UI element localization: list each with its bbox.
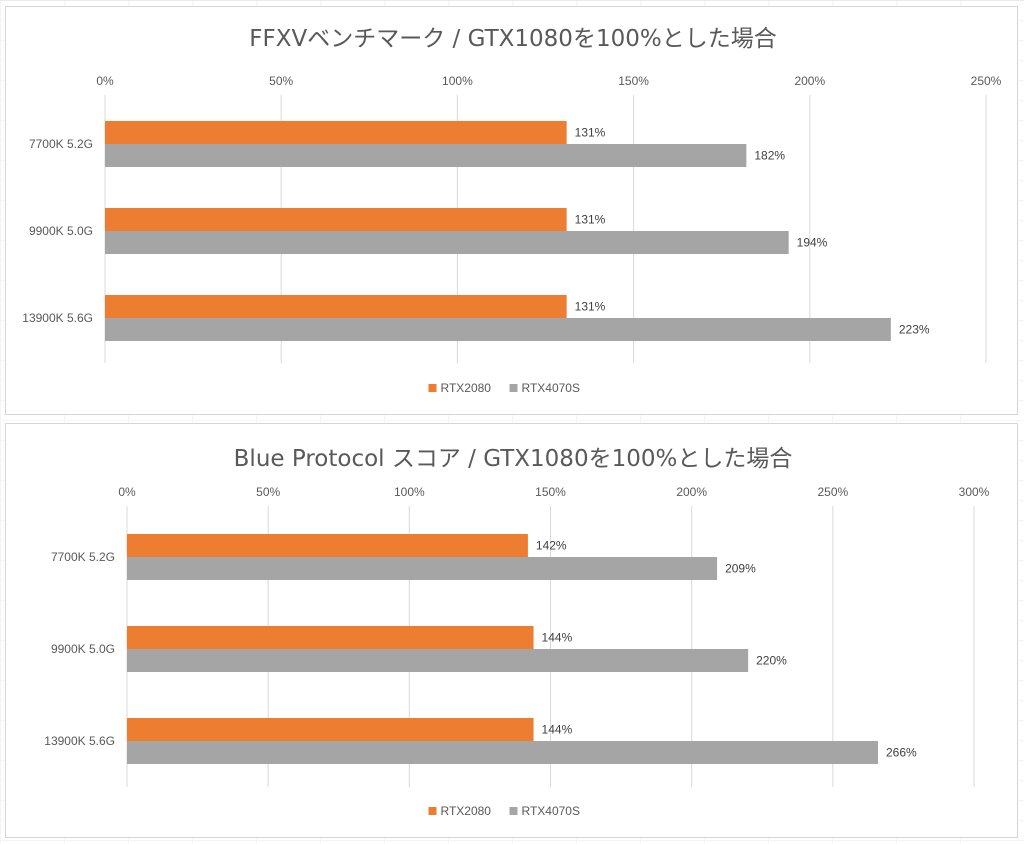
- data-label: 131%: [575, 300, 606, 314]
- bar-rtx4070s-3: [127, 741, 879, 764]
- bar-rtx4070s-2: [127, 649, 749, 672]
- x-tick-label: 150%: [618, 74, 649, 88]
- x-tick-label: 50%: [256, 485, 280, 499]
- data-label: 131%: [575, 126, 606, 140]
- x-tick-label: 50%: [269, 74, 293, 88]
- legend-label-rtx4070s: RTX4070S: [522, 381, 580, 395]
- bar-rtx4070s-1: [105, 144, 747, 167]
- x-tick-label: 0%: [118, 485, 136, 499]
- bar-rtx2080-1: [105, 121, 567, 144]
- legend-label-rtx2080: RTX2080: [441, 804, 492, 818]
- x-tick-label: 200%: [676, 485, 707, 499]
- category-label: 7700K 5.2G: [29, 137, 93, 151]
- blue-protocol-chart-svg: Blue Protocol スコア / GTX1080を100%とした場合 0%…: [44, 446, 990, 818]
- x-tick-label: 150%: [535, 485, 566, 499]
- data-label: 144%: [542, 631, 573, 645]
- data-label: 220%: [756, 654, 787, 668]
- legend-label-rtx2080: RTX2080: [441, 381, 492, 395]
- blue-protocol-chart-panel[interactable]: Blue Protocol スコア / GTX1080を100%とした場合 0%…: [5, 423, 1018, 838]
- x-tick-label: 100%: [442, 74, 473, 88]
- data-label: 266%: [886, 746, 917, 760]
- legend-swatch-rtx4070s: [509, 807, 518, 815]
- ffxv-chart-svg: FFXVベンチマーク / GTX1080を100%とした場合 0% 50% 100%…: [22, 26, 1002, 395]
- ffxv-chart-panel[interactable]: FFXVベンチマーク / GTX1080を100%とした場合 0% 50% 100%…: [5, 6, 1018, 415]
- bar-rtx2080-3: [105, 295, 567, 318]
- category-label: 7700K 5.2G: [51, 550, 115, 564]
- x-tick-label: 0%: [96, 74, 114, 88]
- category-label: 9900K 5.0G: [29, 224, 93, 238]
- bar-rtx4070s-3: [105, 318, 891, 341]
- bar-rtx2080-3: [127, 718, 534, 741]
- data-label: 182%: [754, 149, 785, 163]
- data-label: 194%: [797, 236, 828, 250]
- chart-title: FFXVベンチマーク / GTX1080を100%とした場合: [249, 26, 776, 52]
- x-tick-label: 200%: [794, 74, 825, 88]
- bar-rtx4070s-2: [105, 231, 789, 254]
- legend-swatch-rtx4070s: [509, 384, 518, 392]
- category-label: 13900K 5.6G: [44, 734, 115, 748]
- data-label: 209%: [725, 562, 756, 576]
- bar-rtx2080-2: [127, 626, 534, 649]
- bar-rtx2080-1: [127, 534, 528, 557]
- bar-rtx2080-2: [105, 208, 567, 231]
- bar-rtx4070s-1: [127, 557, 718, 580]
- data-label: 131%: [575, 213, 606, 227]
- x-tick-label: 250%: [817, 485, 848, 499]
- chart-title: Blue Protocol スコア / GTX1080を100%とした場合: [234, 446, 793, 472]
- data-label: 144%: [542, 723, 573, 737]
- data-label: 142%: [536, 539, 567, 553]
- x-tick-label: 250%: [971, 74, 1002, 88]
- category-label: 13900K 5.6G: [22, 311, 93, 325]
- legend-swatch-rtx2080: [428, 807, 437, 815]
- x-tick-label: 100%: [394, 485, 425, 499]
- legend-swatch-rtx2080: [428, 384, 437, 392]
- category-label: 9900K 5.0G: [51, 642, 115, 656]
- x-tick-label: 300%: [959, 485, 990, 499]
- data-label: 223%: [899, 323, 930, 337]
- legend-label-rtx4070s: RTX4070S: [522, 804, 580, 818]
